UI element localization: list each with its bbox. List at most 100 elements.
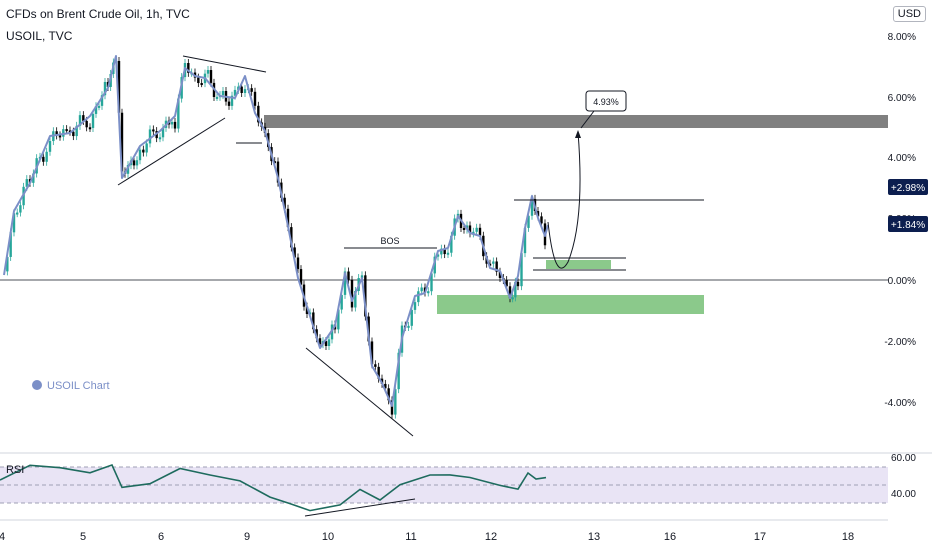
candle-body	[148, 129, 152, 144]
candle-body	[273, 161, 276, 164]
chart-subtitle: USOIL, TVC	[6, 29, 73, 43]
y-tick-label: 0.00%	[888, 276, 916, 287]
candle-body	[410, 309, 413, 326]
candle-body	[360, 275, 364, 279]
price-axis[interactable]: 8.00%6.00%4.00%2.00%0.00%-2.00%-4.00%60.…	[884, 32, 916, 500]
candle-body	[397, 352, 400, 390]
y-tick-label: 8.00%	[888, 32, 916, 43]
candle-body	[514, 281, 517, 298]
candle-body	[374, 364, 377, 367]
candle-body	[446, 252, 450, 255]
candle-body	[45, 151, 48, 162]
candle-body	[433, 256, 436, 274]
candle-body	[324, 341, 328, 347]
candle-body	[387, 388, 390, 401]
rsi-tick-label: 40.00	[891, 489, 916, 500]
candle-body	[103, 81, 107, 96]
candle-body	[75, 125, 78, 137]
candle-body	[243, 89, 247, 93]
candle-body	[516, 281, 520, 287]
candle-body	[170, 121, 174, 125]
overlay-path	[3, 55, 549, 407]
x-tick-label: 16	[664, 531, 676, 543]
candle-body	[187, 63, 190, 73]
candle-body	[117, 60, 121, 113]
candle-body	[508, 286, 512, 299]
price-badge-a-text: +2.98%	[891, 183, 925, 194]
candle-body	[32, 173, 35, 183]
candle-body	[230, 95, 234, 106]
candle-body	[407, 325, 410, 328]
candle-body	[19, 205, 22, 213]
candle-body	[237, 86, 240, 90]
legend-usoil-label: USOIL Chart	[47, 380, 110, 392]
rsi-label: RSI	[6, 464, 24, 476]
candle-body	[126, 165, 130, 174]
time-axis[interactable]: 4 5 6 9 10 11 12 13 16 17 18	[0, 531, 854, 543]
candle-body	[350, 279, 354, 308]
candle-body	[250, 88, 253, 92]
candle-body	[65, 129, 68, 132]
projection-arrowhead	[575, 130, 581, 138]
candle-body	[286, 208, 290, 228]
x-tick-label: 12	[485, 531, 497, 543]
candle-body	[97, 105, 101, 108]
candle-body	[240, 86, 243, 93]
candle-body	[138, 149, 142, 161]
candle-body	[135, 160, 139, 166]
currency-button[interactable]: USD	[892, 6, 926, 22]
candle-body	[377, 366, 380, 379]
candle-body	[427, 291, 430, 294]
candle-body	[536, 211, 540, 217]
y-tick-label: -2.00%	[884, 337, 916, 348]
candle-body	[88, 127, 92, 130]
candle-body	[177, 98, 180, 129]
candle-body	[394, 389, 397, 415]
candle-body	[337, 309, 340, 330]
candle-body	[462, 227, 466, 230]
y-tick-label: -4.00%	[884, 398, 916, 409]
bos-label: BOS	[380, 236, 399, 246]
candle-body	[120, 112, 124, 172]
candle-body	[276, 161, 280, 183]
candle-body	[221, 91, 225, 96]
candle-body	[364, 275, 367, 317]
candle-body	[495, 261, 498, 272]
target-label: 4.93%	[593, 97, 619, 107]
candle-body	[340, 294, 343, 310]
candle-body	[94, 106, 98, 114]
candle-body	[9, 232, 12, 257]
callout-pointer	[580, 110, 595, 129]
candle-body	[468, 225, 472, 234]
candle-body	[511, 297, 514, 300]
rsi-band	[0, 466, 888, 504]
x-tick-label: 4	[0, 531, 5, 543]
resistance-zone	[264, 115, 888, 128]
candle-body	[413, 302, 417, 310]
candle-body	[158, 137, 162, 140]
support-zone	[437, 295, 704, 314]
candle-body	[312, 312, 315, 330]
candle-body	[450, 235, 453, 253]
rsi-pane	[0, 463, 547, 517]
price-badge-b: +1.84%	[888, 216, 928, 232]
candle-body	[200, 83, 203, 86]
candle-body	[530, 198, 534, 216]
usoil-chart-line	[3, 55, 549, 407]
x-tick-label: 9	[244, 531, 250, 543]
x-tick-label: 10	[322, 531, 334, 543]
candle-body	[384, 383, 387, 389]
candle-body	[343, 271, 347, 295]
candle-body	[100, 95, 104, 106]
candle-body	[78, 115, 82, 126]
candle-body	[430, 273, 433, 292]
candle-body	[42, 156, 45, 162]
x-tick-label: 13	[588, 531, 600, 543]
candles	[6, 56, 547, 419]
candle-body	[48, 141, 52, 152]
candle-body	[327, 339, 331, 347]
candle-body	[436, 254, 440, 257]
candle-body	[72, 131, 75, 137]
candle-body	[492, 261, 495, 264]
